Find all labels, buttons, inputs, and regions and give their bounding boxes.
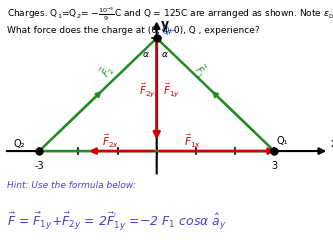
Text: What force does the charge at (0, 4, 0), Q , experience?: What force does the charge at (0, 4, 0),… <box>7 26 259 35</box>
Text: $\vec{F}_2$: $\vec{F}_2$ <box>98 62 118 81</box>
Text: $\vec{F}_1$: $\vec{F}_1$ <box>189 62 210 81</box>
Text: Charges. Q$_1$=Q$_2$= $-\frac{10^{-9}}{9}$C and Q = 125C are arranged as shown. : Charges. Q$_1$=Q$_2$= $-\frac{10^{-9}}{9… <box>7 5 333 23</box>
Text: $\vec{F}_{1y}$: $\vec{F}_{1y}$ <box>163 81 179 99</box>
Text: $\vec{F}_{1x}$: $\vec{F}_{1x}$ <box>184 132 201 150</box>
Text: Q₂: Q₂ <box>14 139 25 149</box>
Text: Q←: Q← <box>162 26 177 36</box>
Text: y: y <box>161 18 169 31</box>
Text: $\vec{F}_{2x}$: $\vec{F}_{2x}$ <box>102 132 119 150</box>
Text: $\vec{F}$ = $\vec{F}_{1y}$+$\vec{F}_{2y}$ = 2$\vec{F}_{1y}^{'}$ =$-$2 F$_1$ cos$: $\vec{F}$ = $\vec{F}_{1y}$+$\vec{F}_{2y}… <box>7 211 227 233</box>
Text: Q₁: Q₁ <box>276 136 288 146</box>
Text: 3: 3 <box>271 161 277 171</box>
Text: $\vec{F}_{2y}$: $\vec{F}_{2y}$ <box>139 81 156 99</box>
Text: α: α <box>162 50 167 59</box>
Text: x: x <box>331 137 333 150</box>
Text: Hint: Use the formula below:: Hint: Use the formula below: <box>7 181 136 190</box>
Text: α: α <box>143 50 149 59</box>
Text: -3: -3 <box>34 161 44 171</box>
